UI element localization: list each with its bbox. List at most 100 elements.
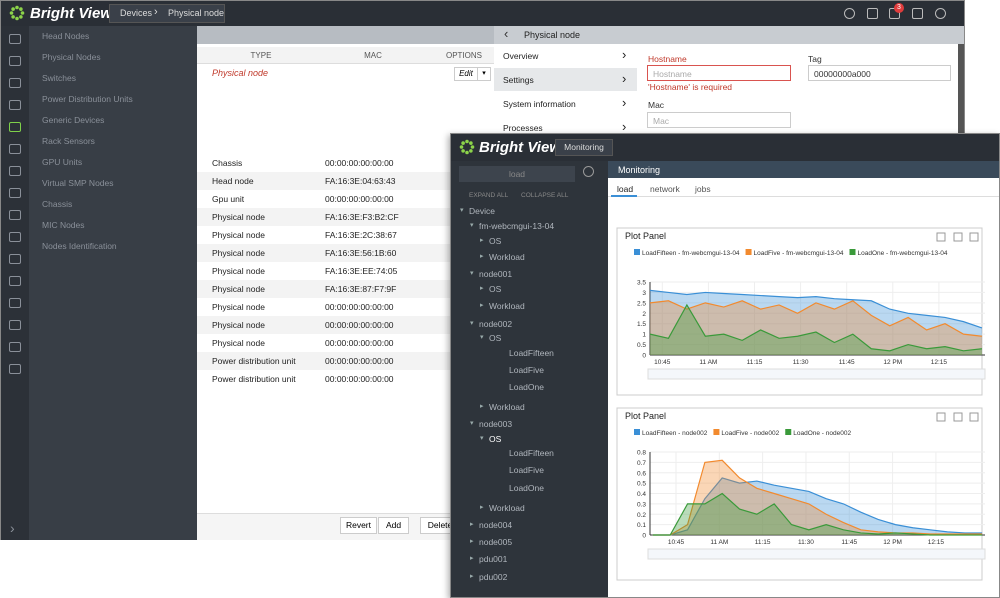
collapse-all[interactable]: COLLAPSE ALL [521, 192, 569, 199]
table-row[interactable]: Physical node FA:16:3E:56:1B:60 [197, 244, 494, 262]
nav-icon[interactable] [9, 56, 21, 66]
table-row[interactable]: Physical node 00:00:00:00:00:00 [197, 298, 494, 316]
table-row[interactable]: Gpu unit 00:00:00:00:00:00 [197, 190, 494, 208]
tree-item[interactable]: Workload [489, 402, 525, 412]
tree-item[interactable]: LoadFive [509, 365, 544, 375]
header: Bright View Monitoring [451, 134, 999, 161]
selected-row[interactable]: Physical node [212, 68, 269, 78]
nav-icon[interactable] [9, 232, 21, 242]
tree-item[interactable]: OS [489, 236, 502, 246]
nav-item[interactable]: Switches [42, 73, 77, 83]
tree-item[interactable]: LoadFifteen [509, 348, 554, 358]
nav-icon[interactable] [9, 166, 21, 176]
nav-item[interactable]: Chassis [42, 199, 73, 209]
menu-item[interactable]: Overview [503, 51, 539, 61]
button[interactable]: Add [378, 517, 409, 534]
tree-item[interactable]: LoadFive [509, 465, 544, 475]
breadcrumb-item[interactable]: Devices [120, 8, 153, 18]
nav-icon[interactable] [9, 364, 21, 374]
nav-icon[interactable] [9, 100, 21, 110]
nav-icon[interactable] [9, 210, 21, 220]
tab[interactable]: jobs [695, 184, 711, 194]
tree-item[interactable]: node005 [479, 537, 513, 547]
menu-selected-bg [494, 68, 637, 91]
nav-icon[interactable] [9, 78, 21, 88]
tab[interactable]: load [617, 184, 634, 194]
nav-icon[interactable] [9, 298, 21, 308]
table-row[interactable]: Physical node 00:00:00:00:00:00 [197, 316, 494, 334]
tree-item[interactable]: pdu001 [479, 554, 508, 564]
nav-item[interactable]: Nodes Identification [42, 241, 117, 251]
toolbar-icon[interactable] [844, 8, 855, 19]
tree-item[interactable]: node001 [479, 269, 513, 279]
expand-all[interactable]: EXPAND ALL [469, 192, 509, 199]
table-row[interactable]: Power distribution unit 00:00:00:00:00:00 [197, 370, 494, 388]
toolbar-icon[interactable] [935, 8, 946, 19]
input[interactable]: Mac [647, 112, 791, 128]
tree-caret: ▸ [480, 302, 484, 309]
badge: 3 [894, 3, 904, 13]
tree-item[interactable]: LoadOne [509, 483, 544, 493]
tree-item[interactable]: Workload [489, 301, 525, 311]
monitoring-bar [608, 161, 999, 178]
dropdown[interactable]: ▾ [477, 67, 491, 81]
nav-item[interactable]: Virtual SMP Nodes [42, 178, 114, 188]
tree-item[interactable]: Workload [489, 252, 525, 262]
nav-icon[interactable] [9, 320, 21, 330]
menu-item[interactable]: Processes [503, 123, 543, 133]
nav-icon[interactable] [9, 144, 21, 154]
nav-item[interactable]: GPU Units [42, 157, 83, 167]
nav-icon[interactable] [9, 342, 21, 352]
tree-item[interactable]: OS [489, 284, 502, 294]
table-row[interactable]: Head node FA:16:3E:04:63:43 [197, 172, 494, 190]
toolbar-icon[interactable] [912, 8, 923, 19]
table-row[interactable]: Chassis 00:00:00:00:00:00 [197, 154, 494, 172]
nav-item[interactable]: Generic Devices [42, 115, 105, 125]
tree-item[interactable]: node003 [479, 419, 513, 429]
back-icon[interactable]: ‹ [504, 26, 509, 41]
nav-item[interactable]: Rack Sensors [42, 136, 95, 146]
table-row[interactable]: Physical node FA:16:3E:87:F7:9F [197, 280, 494, 298]
chevron: › [622, 119, 627, 134]
tab[interactable]: network [650, 184, 680, 194]
breadcrumb-item[interactable]: Physical node [168, 8, 225, 18]
tree-item[interactable]: OS [489, 333, 502, 343]
nav-item[interactable]: MIC Nodes [42, 220, 85, 230]
table-row[interactable]: Physical node FA:16:3E:2C:38:67 [197, 226, 494, 244]
nav-item[interactable]: Head Nodes [42, 31, 90, 41]
tree-item[interactable]: fm-webcmgui-13-04 [479, 221, 555, 231]
table-row[interactable]: Physical node FA:16:3E:F3:B2:CF [197, 208, 494, 226]
input[interactable]: Hostname [647, 65, 791, 81]
collapse-icon[interactable]: › [10, 520, 15, 536]
table-row[interactable]: Power distribution unit 00:00:00:00:00:00 [197, 352, 494, 370]
table-row[interactable]: Physical node 00:00:00:00:00:00 [197, 334, 494, 352]
nav-icon[interactable] [9, 254, 21, 264]
nav-icon[interactable] [9, 34, 21, 44]
tree-item[interactable]: Device [469, 206, 495, 216]
button[interactable]: Revert [340, 517, 377, 534]
tree-item[interactable]: OS [489, 434, 502, 444]
toolbar-icon[interactable] [867, 8, 878, 19]
tree-item[interactable]: pdu002 [479, 572, 508, 582]
front-window: Bright View Monitoring load EXPAND ALL COLLA… [450, 133, 1000, 598]
monitoring-title: Monitoring [618, 165, 661, 175]
nav-item[interactable]: Power Distribution Units [42, 94, 133, 104]
tree-item[interactable]: LoadOne [509, 382, 544, 392]
menu-item[interactable]: System information [503, 99, 576, 109]
tree-item[interactable]: Workload [489, 503, 525, 513]
nav-icon[interactable] [9, 122, 21, 132]
edit-button[interactable]: Edit [454, 67, 478, 81]
nav-item[interactable]: Physical Nodes [42, 52, 101, 62]
monitoring-button[interactable]: Monitoring [555, 139, 613, 156]
logo-icon [9, 5, 25, 21]
refresh-icon[interactable] [583, 166, 594, 177]
tree-item[interactable]: LoadFifteen [509, 448, 554, 458]
nav-icon[interactable] [9, 188, 21, 198]
search-box[interactable]: load [459, 166, 575, 182]
tree-item[interactable]: node002 [479, 319, 513, 329]
nav-icon[interactable] [9, 276, 21, 286]
menu-item[interactable]: Settings [503, 75, 534, 85]
input[interactable]: 00000000a000 [808, 65, 951, 81]
table-row[interactable]: Physical node FA:16:3E:EE:74:05 [197, 262, 494, 280]
tree-item[interactable]: node004 [479, 520, 513, 530]
